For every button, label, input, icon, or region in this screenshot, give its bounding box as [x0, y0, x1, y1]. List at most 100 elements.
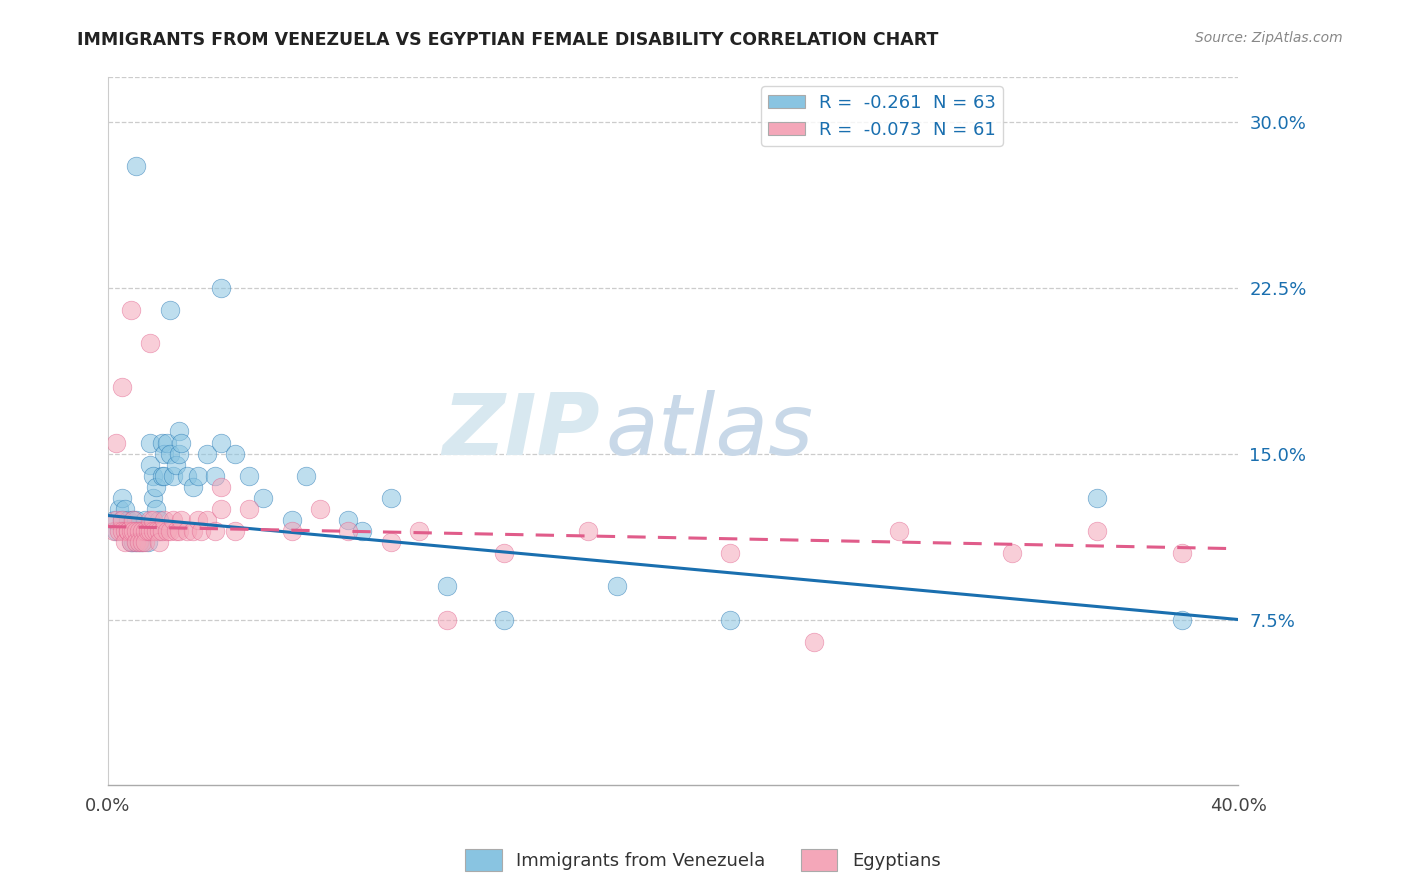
Point — [108, 524, 131, 538]
Point — [136, 535, 159, 549]
Point — [136, 524, 159, 538]
Point — [181, 524, 204, 538]
Point — [492, 546, 515, 560]
Point — [337, 524, 360, 538]
Point — [352, 524, 374, 538]
Point — [436, 579, 458, 593]
Point — [150, 468, 173, 483]
Point — [120, 535, 142, 549]
Point — [576, 524, 599, 538]
Point — [380, 491, 402, 505]
Point — [139, 435, 162, 450]
Point — [114, 535, 136, 549]
Point — [105, 524, 128, 538]
Point — [209, 435, 232, 450]
Point — [139, 458, 162, 472]
Point — [117, 524, 139, 538]
Point — [134, 535, 156, 549]
Point — [187, 513, 209, 527]
Point — [134, 524, 156, 538]
Point — [209, 480, 232, 494]
Point — [1170, 613, 1192, 627]
Point — [111, 524, 134, 538]
Point — [131, 524, 153, 538]
Point — [125, 535, 148, 549]
Point — [120, 524, 142, 538]
Point — [156, 524, 179, 538]
Point — [159, 524, 181, 538]
Point — [224, 446, 246, 460]
Point — [252, 491, 274, 505]
Point — [125, 535, 148, 549]
Point — [887, 524, 910, 538]
Point — [117, 524, 139, 538]
Point — [162, 468, 184, 483]
Point — [128, 535, 150, 549]
Point — [280, 513, 302, 527]
Point — [125, 524, 148, 538]
Point — [153, 468, 176, 483]
Point — [128, 535, 150, 549]
Text: atlas: atlas — [605, 390, 813, 473]
Point — [153, 446, 176, 460]
Point — [380, 535, 402, 549]
Point — [114, 524, 136, 538]
Point — [136, 524, 159, 538]
Point — [165, 524, 187, 538]
Point — [122, 513, 145, 527]
Point — [1085, 491, 1108, 505]
Point — [142, 468, 165, 483]
Point — [294, 468, 316, 483]
Point — [170, 435, 193, 450]
Point — [718, 546, 741, 560]
Point — [238, 501, 260, 516]
Point — [436, 613, 458, 627]
Point — [117, 513, 139, 527]
Point — [114, 524, 136, 538]
Point — [238, 468, 260, 483]
Point — [120, 524, 142, 538]
Point — [120, 302, 142, 317]
Point — [195, 446, 218, 460]
Point — [148, 513, 170, 527]
Point — [224, 524, 246, 538]
Text: ZIP: ZIP — [441, 390, 599, 473]
Point — [122, 524, 145, 538]
Point — [139, 524, 162, 538]
Point — [492, 613, 515, 627]
Text: Source: ZipAtlas.com: Source: ZipAtlas.com — [1195, 31, 1343, 45]
Point — [122, 513, 145, 527]
Point — [337, 513, 360, 527]
Point — [111, 491, 134, 505]
Point — [125, 524, 148, 538]
Point — [408, 524, 430, 538]
Point — [131, 535, 153, 549]
Point — [204, 524, 226, 538]
Point — [209, 501, 232, 516]
Point — [131, 535, 153, 549]
Text: IMMIGRANTS FROM VENEZUELA VS EGYPTIAN FEMALE DISABILITY CORRELATION CHART: IMMIGRANTS FROM VENEZUELA VS EGYPTIAN FE… — [77, 31, 939, 49]
Point — [117, 524, 139, 538]
Point — [280, 524, 302, 538]
Point — [159, 302, 181, 317]
Point — [167, 425, 190, 439]
Point — [606, 579, 628, 593]
Point — [108, 501, 131, 516]
Point — [142, 491, 165, 505]
Point — [718, 613, 741, 627]
Point — [1085, 524, 1108, 538]
Point — [120, 535, 142, 549]
Legend: R =  -0.261  N = 63, R =  -0.073  N = 61: R = -0.261 N = 63, R = -0.073 N = 61 — [761, 87, 1002, 146]
Point — [204, 468, 226, 483]
Point — [148, 535, 170, 549]
Point — [159, 446, 181, 460]
Point — [187, 468, 209, 483]
Point — [148, 524, 170, 538]
Legend: Immigrants from Venezuela, Egyptians: Immigrants from Venezuela, Egyptians — [458, 842, 948, 879]
Point — [145, 501, 167, 516]
Point — [145, 524, 167, 538]
Point — [1001, 546, 1024, 560]
Point — [1170, 546, 1192, 560]
Point — [209, 280, 232, 294]
Point — [105, 435, 128, 450]
